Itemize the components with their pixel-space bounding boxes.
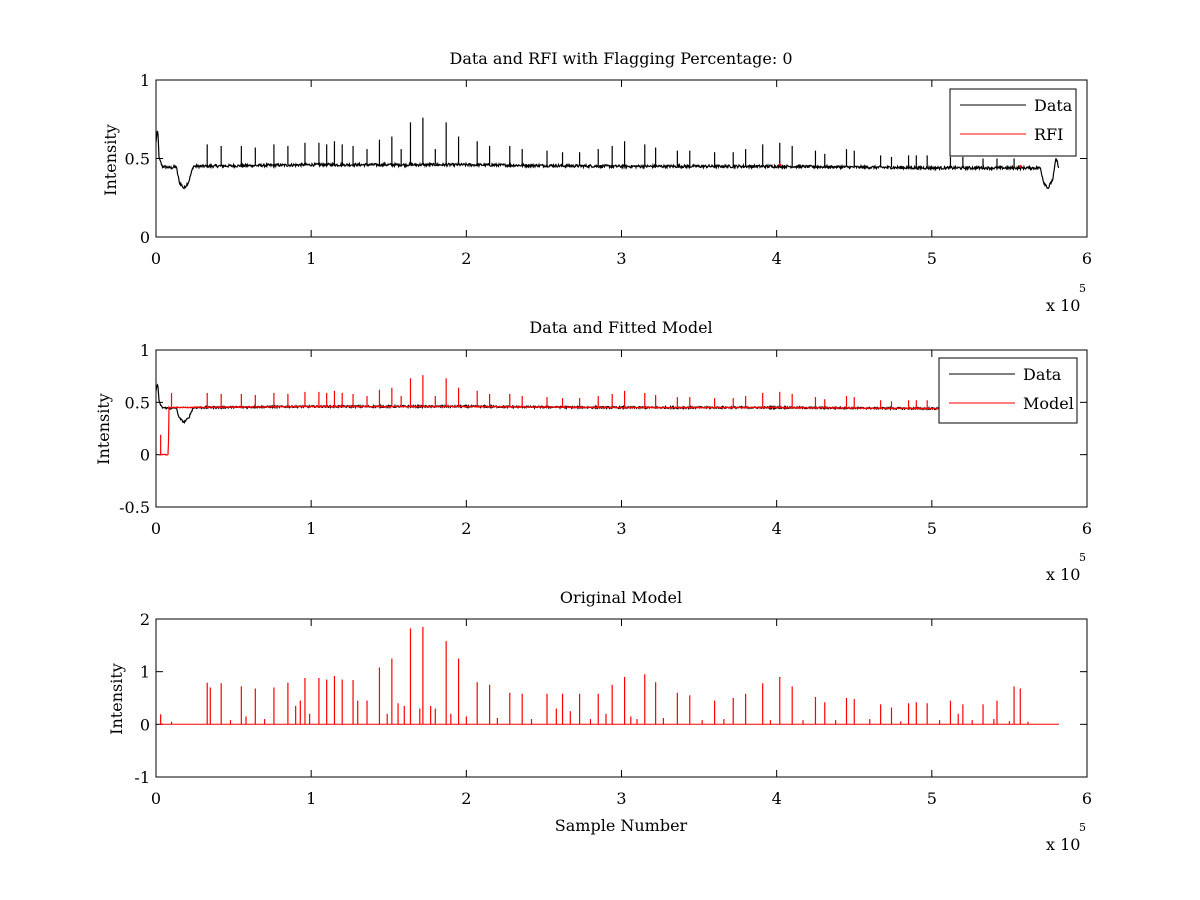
panel-2-ytick-label: 0.5	[125, 393, 150, 412]
panel-3: Original Model Intensity Sample Number x…	[107, 588, 1086, 854]
panel-3-xtick-label: 6	[1082, 789, 1092, 808]
panel-1-legend-box	[949, 88, 1077, 157]
panel-2-legend-label-model: Model	[1023, 394, 1074, 413]
panel-1-ylabel: Intensity	[101, 124, 120, 196]
panel-3-multiplier-exponent: 5	[1079, 821, 1086, 834]
panel-2-legend: Data Model	[938, 357, 1078, 424]
panel-3-title: Original Model	[560, 588, 682, 607]
panel-1-legend: Data RFI	[949, 88, 1077, 157]
panel-1-multiplier-exponent: 5	[1079, 282, 1086, 295]
panel-1-title: Data and RFI with Flagging Percentage: 0	[449, 49, 792, 68]
panel-1: Data and RFI with Flagging Percentage: 0…	[101, 49, 1086, 315]
panel-1-legend-label-data: Data	[1034, 96, 1073, 115]
panel-2-legend-label-data: Data	[1023, 365, 1062, 384]
panel-3-ytick-label: 0	[140, 715, 150, 734]
panel-1-xtick-label: 6	[1082, 249, 1092, 268]
panel-3-xtick-label: 4	[772, 789, 782, 808]
panel-2: Data and Fitted Model Intensity x 10 5	[94, 318, 1086, 584]
panel-1-multiplier: x 10 5	[1046, 282, 1086, 315]
panel-2-title: Data and Fitted Model	[529, 318, 712, 337]
panel-3-ytick-label: -1	[134, 768, 150, 787]
panel-1-xtick-label: 3	[616, 249, 626, 268]
panel-2-model-line	[159, 405, 942, 456]
panel-1-data-line	[156, 130, 1060, 190]
panel-1-ytick-label: 0.5	[125, 150, 150, 169]
panel-3-plot-area	[159, 626, 1059, 725]
panel-3-xtick-label: 2	[461, 789, 471, 808]
panel-2-xtick-label: 6	[1082, 519, 1092, 538]
panel-2-ylabel: Intensity	[94, 393, 113, 465]
panel-1-axes-box	[155, 79, 1088, 238]
panel-3-xtick-label: 1	[306, 789, 316, 808]
panel-1-xtick-label: 4	[772, 249, 782, 268]
panel-1-plot-area	[156, 117, 1060, 190]
panel-3-ylabel: Intensity	[107, 663, 126, 735]
panel-1-xtick-label: 1	[306, 249, 316, 268]
panel-1-xtick-label: 2	[461, 249, 471, 268]
panel-3-xtick-label: 5	[927, 789, 937, 808]
panel-2-multiplier: x 10 5	[1046, 551, 1086, 584]
panel-2-xtick-label: 1	[306, 519, 316, 538]
panel-1-rfi-point	[1018, 165, 1022, 168]
panel-1-xtick-label: 0	[151, 249, 161, 268]
panel-2-xtick-label: 5	[927, 519, 937, 538]
panel-2-plot-area	[156, 375, 942, 456]
panel-3-xtick-label: 0	[151, 789, 161, 808]
panel-2-ytick-label: 1	[140, 341, 150, 360]
panel-2-axes-box	[155, 349, 1088, 508]
panel-3-ytick-label: 1	[140, 663, 150, 682]
panel-2-legend-box	[938, 357, 1078, 424]
panel-1-multiplier-base: x 10	[1046, 296, 1080, 315]
panel-2-multiplier-exponent: 5	[1079, 551, 1086, 564]
panel-2-xtick-label: 0	[151, 519, 161, 538]
panel-2-multiplier-base: x 10	[1046, 565, 1080, 584]
panel-1-ytick-label: 1	[140, 71, 150, 90]
panel-3-multiplier: x 10 5	[1046, 821, 1086, 854]
panel-3-ytick-label: 2	[140, 610, 150, 629]
panel-1-rfi-point	[778, 163, 782, 167]
panel-3-xlabel: Sample Number	[555, 816, 688, 835]
panel-3-axes-box	[155, 618, 1088, 778]
panel-2-xtick-label: 4	[772, 519, 782, 538]
panel-1-xtick-label: 5	[927, 249, 937, 268]
panel-3-xtick-label: 3	[616, 789, 626, 808]
panel-2-xtick-label: 2	[461, 519, 471, 538]
panel-1-ytick-label: 0	[140, 228, 150, 247]
panel-2-ytick-label: 0	[140, 446, 150, 465]
panel-3-multiplier-base: x 10	[1046, 835, 1080, 854]
panel-2-ytick-label: -0.5	[119, 498, 150, 517]
panel-1-legend-label-rfi: RFI	[1034, 125, 1063, 144]
panel-2-xtick-label: 3	[616, 519, 626, 538]
